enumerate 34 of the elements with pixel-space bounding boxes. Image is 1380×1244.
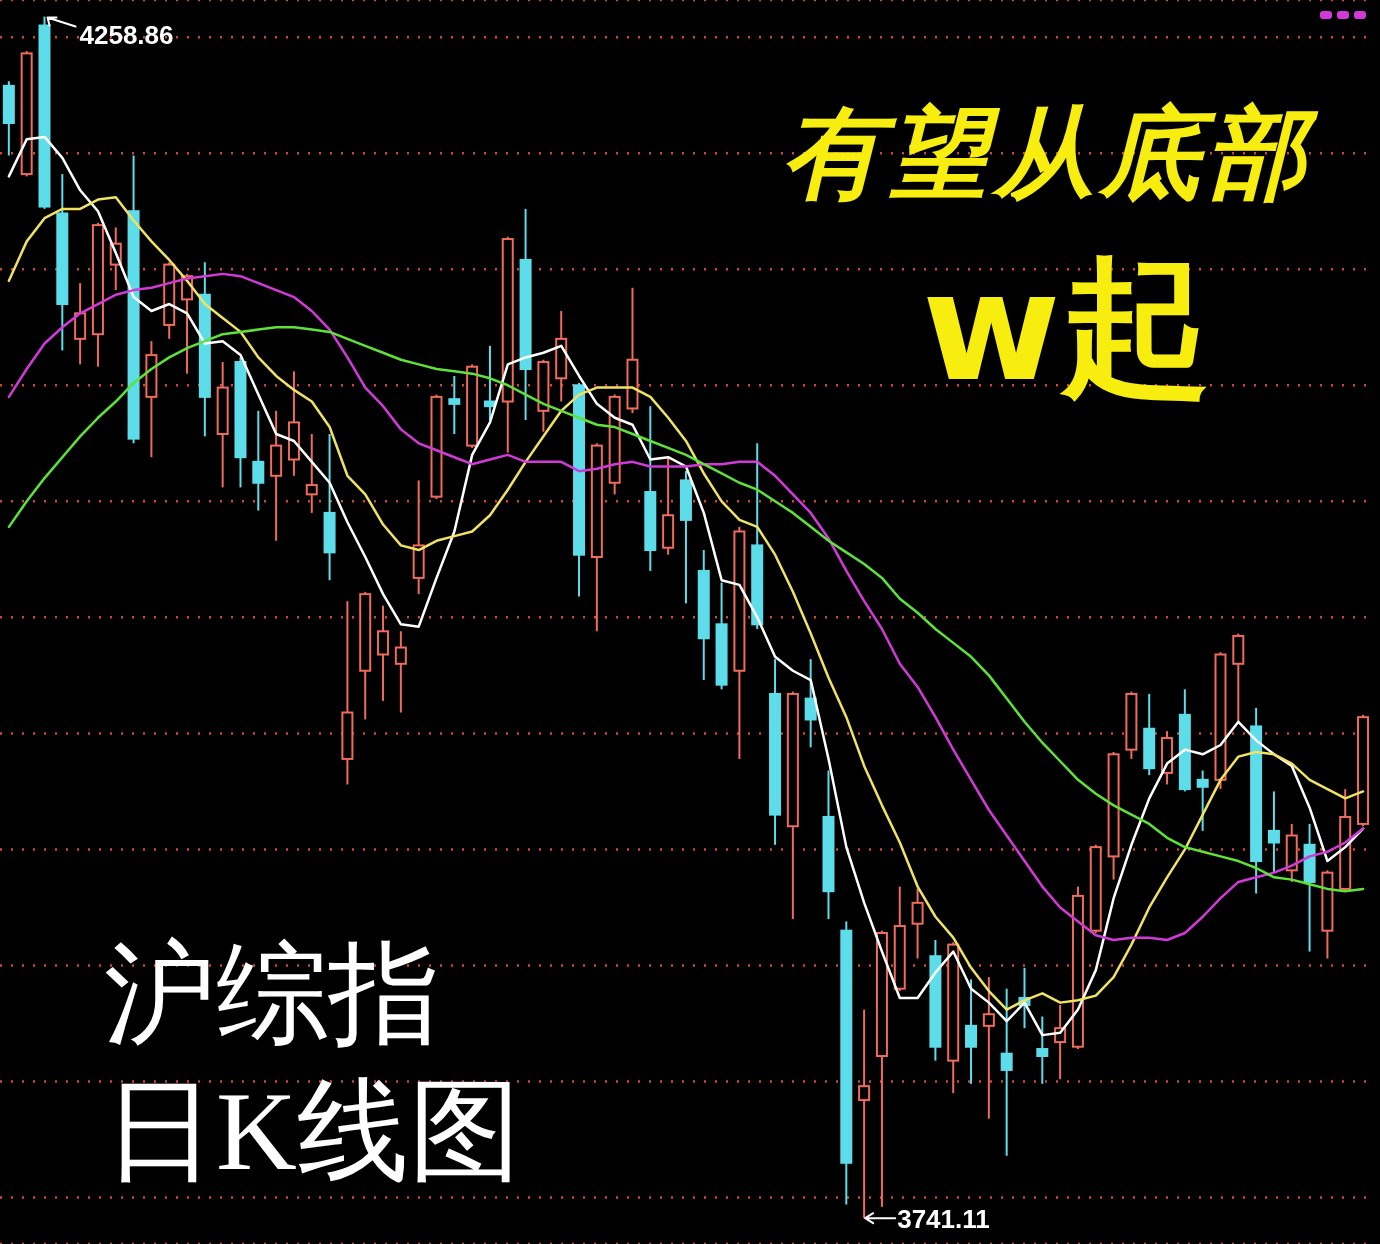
candlestick — [1036, 1015, 1049, 1085]
candlestick — [1250, 706, 1263, 895]
candlestick — [74, 282, 87, 366]
candlestick — [145, 340, 158, 459]
candlestick — [448, 374, 461, 436]
candlestick — [287, 370, 300, 477]
text: 沪综指日K线图 — [104, 931, 522, 1195]
candlestick — [840, 920, 853, 1206]
candlestick — [519, 207, 532, 422]
candlestick — [555, 310, 568, 403]
candlestick — [858, 1008, 871, 1220]
annotation: 3741.11 — [897, 1204, 990, 1235]
candlestick — [929, 938, 942, 1062]
candlestick — [982, 976, 995, 1120]
candlestick — [216, 361, 229, 489]
candlestick — [697, 549, 710, 682]
candlestick — [1267, 790, 1280, 874]
candlestick — [305, 433, 318, 514]
candlestick — [270, 409, 283, 542]
candlestick — [965, 978, 978, 1085]
candlestick — [56, 173, 69, 352]
annotation: 4258.86 — [79, 19, 174, 50]
candlestick — [412, 479, 425, 596]
candlestick — [822, 769, 835, 921]
candlestick — [394, 630, 407, 714]
candlestick — [252, 409, 265, 512]
candlestick — [377, 604, 390, 702]
candlestick — [644, 405, 657, 572]
candlestick — [323, 433, 336, 582]
candlestick — [769, 658, 782, 846]
candlestick — [198, 261, 211, 438]
candlestick — [1303, 822, 1316, 953]
candlestick — [1000, 987, 1013, 1157]
candlestick — [341, 600, 354, 786]
